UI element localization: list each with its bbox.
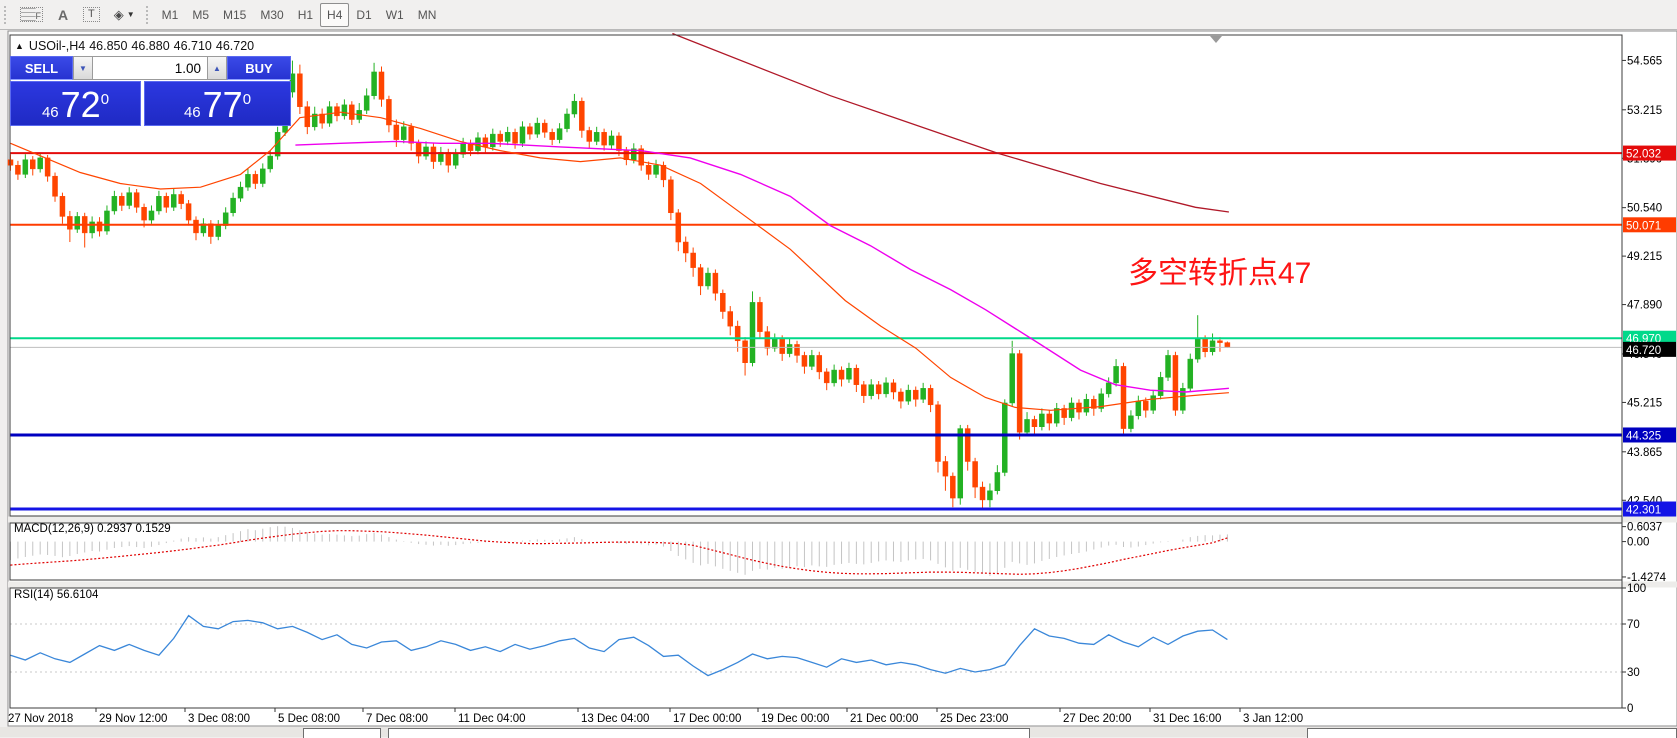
svg-text:19 Dec 00:00: 19 Dec 00:00 bbox=[761, 713, 829, 725]
timeframe-button-group: M1 M5 M15 M30 H1 H4 D1 W1 MN bbox=[155, 2, 444, 27]
svg-text:31 Dec 16:00: 31 Dec 16:00 bbox=[1153, 713, 1221, 725]
price-badge: 46.720 bbox=[1623, 341, 1676, 357]
arrows-icon: ◈ bbox=[113, 7, 124, 22]
buy-price-pipette: 0 bbox=[242, 91, 252, 108]
svg-text:46.720: 46.720 bbox=[1626, 345, 1661, 357]
chart-shift-marker-icon[interactable] bbox=[1210, 36, 1222, 43]
chart-text-annotation[interactable]: 多空转折点47 bbox=[1128, 257, 1312, 290]
moving-averages bbox=[10, 32, 1229, 411]
svg-text:30: 30 bbox=[1627, 667, 1640, 679]
timeframe-button-d1[interactable]: D1 bbox=[356, 7, 372, 22]
svg-text:53.215: 53.215 bbox=[1627, 105, 1662, 117]
timeframe-button-w1[interactable]: W1 bbox=[385, 7, 404, 22]
svg-text:21 Dec 00:00: 21 Dec 00:00 bbox=[850, 713, 918, 725]
price-badge: 42.301 bbox=[1623, 501, 1676, 517]
sell-button[interactable]: SELL bbox=[10, 56, 73, 80]
bottom-dock-strip bbox=[0, 727, 1677, 738]
price-level-lines[interactable] bbox=[10, 152, 1622, 511]
timeframe-button-m30[interactable]: M30 bbox=[260, 7, 284, 22]
price-badge: 50.071 bbox=[1623, 217, 1676, 233]
svg-text:13 Dec 04:00: 13 Dec 04:00 bbox=[581, 713, 649, 725]
svg-text:0.6037: 0.6037 bbox=[1627, 522, 1662, 534]
svg-text:7 Dec 08:00: 7 Dec 08:00 bbox=[366, 713, 428, 725]
text-tool-button[interactable]: T bbox=[76, 3, 107, 27]
svg-text:3 Jan 12:00: 3 Jan 12:00 bbox=[1243, 713, 1303, 725]
svg-text:44.325: 44.325 bbox=[1626, 430, 1661, 442]
text-tool-icon: T bbox=[83, 7, 100, 22]
svg-text:5 Dec 08:00: 5 Dec 08:00 bbox=[278, 713, 340, 725]
price-badge: 52.032 bbox=[1623, 145, 1676, 161]
symbol-period-label: USOil-,H4 bbox=[28, 39, 86, 53]
timeframe-button-m5[interactable]: M5 bbox=[192, 7, 209, 22]
svg-text:47.890: 47.890 bbox=[1627, 300, 1662, 312]
fibonacci-grid-icon: F bbox=[20, 7, 43, 22]
candlesticks bbox=[7, 60, 1231, 509]
svg-text:45.215: 45.215 bbox=[1627, 397, 1662, 409]
sell-price-main: 72 bbox=[60, 84, 101, 125]
toolbar-grip-handle[interactable] bbox=[3, 4, 8, 25]
sell-price-pipette: 0 bbox=[100, 91, 110, 108]
price-scale-axis[interactable]: 54.56553.21551.89050.54049.21547.89046.5… bbox=[1622, 55, 1676, 715]
arrows-tool-button[interactable]: ◈ ▼ bbox=[107, 3, 142, 27]
ohlc-close: 46.720 bbox=[215, 39, 255, 53]
svg-text:52.032: 52.032 bbox=[1626, 149, 1661, 161]
svg-text:0: 0 bbox=[1627, 703, 1633, 715]
chart-title: ▲ USOil-,H4 46.850 46.880 46.710 46.720 bbox=[15, 39, 258, 53]
volume-increase-button[interactable]: ▲ bbox=[207, 56, 227, 80]
rsi-line bbox=[10, 614, 1228, 677]
indicator-panes bbox=[10, 526, 1622, 677]
svg-text:43.865: 43.865 bbox=[1627, 447, 1662, 459]
collapse-trade-panel-icon[interactable]: ▲ bbox=[15, 41, 24, 51]
timeframe-button-mn[interactable]: MN bbox=[417, 7, 437, 22]
sell-quote-box[interactable]: 46 72 0 bbox=[10, 81, 141, 126]
ohlc-low: 46.710 bbox=[173, 39, 212, 53]
svg-text:27 Nov 2018: 27 Nov 2018 bbox=[8, 713, 73, 725]
svg-text:50.540: 50.540 bbox=[1627, 203, 1662, 215]
fibonacci-grid-tool-button[interactable]: F bbox=[13, 3, 50, 27]
svg-text:-1.4274: -1.4274 bbox=[1627, 572, 1667, 584]
dropdown-caret-icon: ▼ bbox=[126, 10, 135, 19]
volume-input[interactable] bbox=[93, 56, 207, 80]
svg-text:29 Nov 12:00: 29 Nov 12:00 bbox=[99, 713, 167, 725]
volume-decrease-button[interactable]: ▼ bbox=[73, 56, 93, 80]
rsi-indicator-label: RSI(14) 56.6104 bbox=[14, 589, 99, 601]
dock-segment[interactable] bbox=[388, 728, 1030, 738]
svg-text:49.215: 49.215 bbox=[1627, 251, 1662, 263]
svg-text:50.071: 50.071 bbox=[1626, 220, 1661, 232]
buy-button[interactable]: BUY bbox=[227, 56, 291, 80]
timeframe-button-h1[interactable]: H1 bbox=[297, 7, 314, 22]
svg-text:100: 100 bbox=[1627, 583, 1646, 595]
one-click-trade-panel: SELL ▼ ▲ BUY 46 72 0 46 77 0 bbox=[10, 56, 291, 126]
timeframe-button-m1[interactable]: M1 bbox=[161, 7, 179, 22]
dock-segment[interactable] bbox=[303, 728, 381, 738]
svg-text:17 Dec 00:00: 17 Dec 00:00 bbox=[673, 713, 741, 725]
buy-price-main: 77 bbox=[202, 84, 243, 125]
svg-text:11 Dec 04:00: 11 Dec 04:00 bbox=[458, 713, 526, 725]
sell-price-prefix: 46 bbox=[41, 104, 59, 121]
buy-price-prefix: 46 bbox=[183, 104, 201, 121]
toolbar: F A T ◈ ▼ M1 M5 M15 M30 H1 H4 D1 W1 MN bbox=[0, 0, 1677, 30]
svg-text:25 Dec 23:00: 25 Dec 23:00 bbox=[940, 713, 1008, 725]
ohlc-open: 46.850 bbox=[89, 39, 128, 53]
svg-text:42.301: 42.301 bbox=[1626, 505, 1661, 517]
ohlc-high: 46.880 bbox=[131, 39, 170, 53]
svg-text:0.00: 0.00 bbox=[1627, 537, 1649, 549]
svg-text:27 Dec 20:00: 27 Dec 20:00 bbox=[1063, 713, 1131, 725]
timeframe-button-h4[interactable]: H4 bbox=[320, 2, 350, 27]
timeframe-button-m15[interactable]: M15 bbox=[223, 7, 247, 22]
svg-text:70: 70 bbox=[1627, 619, 1640, 631]
price-pane bbox=[7, 32, 1622, 511]
timeframe-group-grip-handle[interactable] bbox=[144, 4, 150, 25]
text-label-tool-button[interactable]: A bbox=[50, 3, 76, 27]
buy-quote-box[interactable]: 46 77 0 bbox=[144, 81, 291, 126]
time-scale-axis[interactable]: 27 Nov 2018 29 Nov 12:00 3 Dec 08:00 5 Dec … bbox=[8, 708, 1303, 725]
text-label-icon: A bbox=[57, 6, 69, 23]
macd-histogram bbox=[10, 526, 1228, 576]
price-badge: 44.325 bbox=[1623, 427, 1676, 443]
svg-text:54.565: 54.565 bbox=[1627, 55, 1662, 67]
macd-indicator-label: MACD(12,26,9) 0.2937 0.1529 bbox=[14, 523, 171, 535]
svg-text:3 Dec 08:00: 3 Dec 08:00 bbox=[188, 713, 250, 725]
